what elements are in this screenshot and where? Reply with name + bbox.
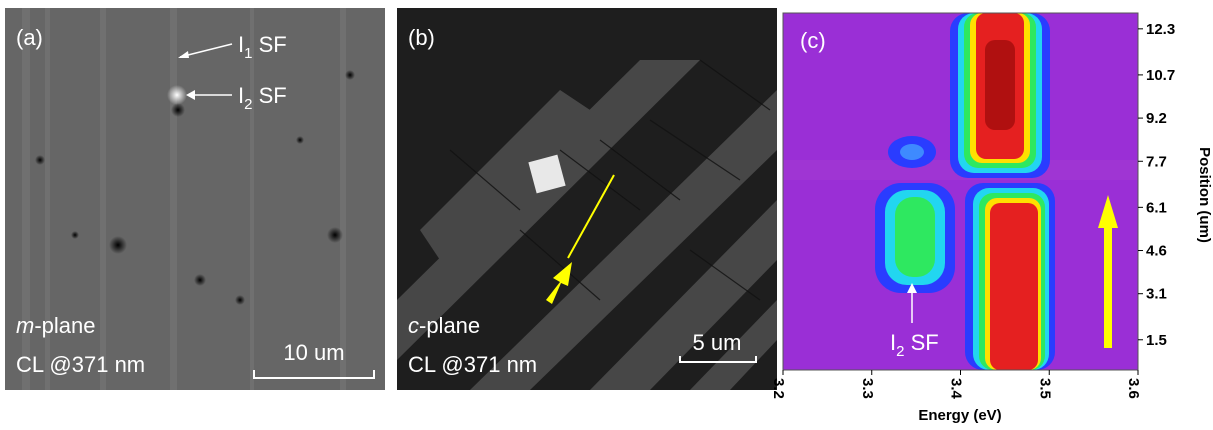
annotation-sub: 2: [244, 96, 252, 113]
condition: CL @371 nm: [16, 352, 145, 377]
plane: c-plane: [408, 313, 480, 338]
y-tick-label: 1.5: [1146, 332, 1167, 349]
panel-b: (b) c-plane CL @371 nm 5 um: [397, 8, 777, 390]
x-tick-label: 3.2: [770, 378, 787, 399]
plane-rest: -plane: [34, 313, 95, 338]
annotation-sub: 1: [244, 45, 252, 62]
plane-italic: c: [408, 313, 419, 338]
bright-spot: [167, 85, 187, 105]
plane: m-plane: [16, 313, 95, 338]
annotation-suffix: SF: [252, 32, 286, 57]
scale-bar-label: 5 um: [693, 330, 742, 355]
condition: CL @371 nm: [408, 352, 537, 377]
y-tick-label: 12.3: [1146, 21, 1175, 38]
x-tick-label: 3.4: [948, 378, 965, 400]
figure: (a) I1 SF I2 SF m-plane CL @371 nm 10 um: [0, 0, 1213, 430]
x-tick-label: 3.6: [1125, 378, 1142, 399]
panel-label: (a): [16, 25, 43, 50]
x-tick-label: 3.5: [1036, 378, 1053, 399]
y-tick-label: 9.2: [1146, 110, 1167, 127]
y-tick-label: 10.7: [1146, 67, 1175, 84]
contour-bottom: [965, 183, 1055, 370]
plane-rest: -plane: [419, 313, 480, 338]
y-tick-label: 6.1: [1146, 199, 1167, 216]
y-axis-label: Position (um): [1196, 147, 1213, 243]
x-axis-label: Energy (eV): [918, 407, 1001, 424]
y-tick-label: 4.6: [1146, 243, 1167, 260]
y-tick-label: 3.1: [1146, 286, 1167, 303]
annotation-sub: 2: [896, 343, 904, 360]
scale-bar-label: 10 um: [283, 340, 344, 365]
panel-label: (b): [408, 25, 435, 50]
plane-italic: m: [16, 313, 34, 338]
contour-top: [950, 13, 1050, 178]
y-tick-label: 7.7: [1146, 153, 1167, 170]
x-tick-label: 3.3: [859, 378, 876, 399]
panel-a: (a) I1 SF I2 SF m-plane CL @371 nm 10 um: [5, 8, 385, 390]
annotation-suffix: SF: [904, 330, 938, 355]
annotation-suffix: SF: [252, 83, 286, 108]
panel-label: (c): [800, 28, 826, 53]
